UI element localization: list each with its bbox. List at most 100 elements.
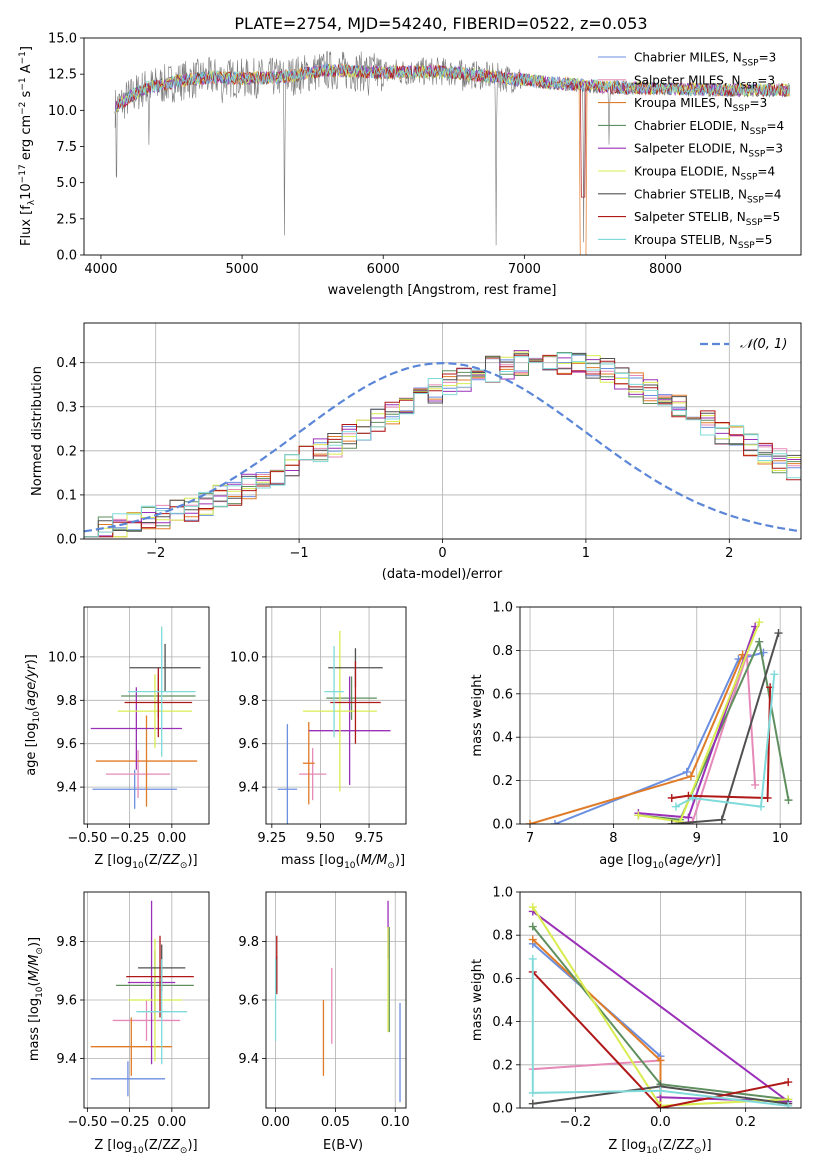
label-part: )]: [395, 853, 405, 868]
y-axis-label: mass [log10(M/M⊙)]: [27, 937, 45, 1061]
label-part: =3: [759, 51, 777, 65]
panel-mw_vs_Z: −0.2 0.0 0.2 0.0 0.2 0.4 0.6 0.8 1.0 mass weight Z…: [470, 886, 802, 1156]
y-tick-label: 9.4: [56, 1052, 77, 1067]
axes-frame: [519, 891, 802, 1109]
axes-frame: [83, 606, 210, 825]
label-part: ⊙: [180, 1146, 188, 1156]
plot-area: [114, 50, 790, 255]
x-tick-label: 0.00: [261, 1115, 290, 1130]
label-part: M/M: [27, 955, 42, 982]
x-axis-label: (data-model)/error: [382, 567, 503, 582]
label-part: (Z/Z: [144, 853, 171, 868]
label-part: Kroupa ELODIE, N: [634, 165, 741, 179]
label-part: ⊙: [694, 1146, 702, 1156]
y-tick-label: 0.6: [492, 972, 513, 987]
y-axis-label: Normed distribution: [30, 366, 45, 496]
plus-marker: [774, 629, 783, 638]
y-tick-label: 9.6: [56, 994, 77, 1009]
label-part: SSP: [738, 241, 755, 251]
x-tick-label: −0.25: [110, 1115, 150, 1130]
label-part: 10: [652, 861, 664, 871]
y-axis-label: Flux [fλ10−17 erg cm−2 s−1 A−1]: [18, 46, 37, 246]
x-tick-label: 4000: [84, 262, 117, 277]
label-part: Z [log: [94, 1138, 132, 1153]
x-tick-label: −0.25: [110, 831, 150, 846]
label-part: =3: [750, 96, 768, 110]
plot-area: [277, 630, 391, 824]
legend-entry: Chabrier ELODIE, NSSP=4: [634, 119, 784, 137]
x-tick-label: 0.05: [321, 1115, 350, 1130]
x-axis-label: Z [log10(Z/ZZ⊙)]: [608, 1138, 711, 1156]
y-tick-label: 0.3: [56, 400, 77, 415]
x-tick-label: −1: [290, 546, 309, 561]
plus-marker: [784, 1078, 793, 1087]
y-tick-label: 10.0: [48, 104, 77, 119]
axes-frame: [265, 891, 407, 1109]
panel-residuals: −2 −1 0 1 2 0.0 0.1 0.2 0.3 0.4 𝒩(0, 1) (data-model…: [30, 322, 802, 582]
plus-marker: [763, 793, 772, 802]
label-part: Z [log: [608, 1138, 646, 1153]
y-tick-label: 9.4: [56, 781, 77, 796]
y-tick-label: 9.8: [238, 694, 259, 709]
plus-marker: [656, 1056, 665, 1065]
y-tick-label: 1.0: [492, 886, 513, 901]
label-part: A: [19, 64, 34, 77]
label-part: =5: [763, 210, 781, 224]
label-part: =3: [757, 73, 775, 87]
plot-area: [90, 900, 194, 1097]
model-spectrum-line: [114, 63, 790, 114]
plot-area: [274, 900, 401, 1103]
label-part: 10: [32, 711, 42, 723]
x-tick-label: 6000: [367, 262, 400, 277]
y-tick-label: 0.0: [56, 533, 77, 548]
y-tick-label: 9.8: [56, 935, 77, 950]
mass-weight-line: [638, 621, 761, 823]
label-part: 10: [344, 861, 356, 871]
plus-marker: [528, 935, 537, 944]
x-tick-label: 0.00: [157, 1115, 186, 1130]
x-axis-label: E(B-V): [323, 1138, 363, 1153]
x-tick-label: 0.00: [157, 831, 186, 846]
x-axis-label: mass [log10(M/M⊙)]: [281, 853, 405, 871]
axes-frame: [83, 37, 802, 256]
label-part: 10: [132, 1146, 144, 1156]
panel-mass_vs_Z: −0.50 −0.25 0.009.49.69.8Z [log10(Z/ZZ⊙)]m…: [27, 891, 210, 1156]
label-part: =4: [764, 187, 782, 201]
x-tick-label: 7: [526, 831, 534, 846]
plus-marker: [656, 1086, 665, 1095]
label-part: 10: [19, 183, 34, 200]
label-part: SSP: [747, 195, 764, 205]
label-part: Z: [684, 1138, 695, 1153]
label-part: Salpeter STELIB, N: [634, 210, 746, 224]
y-tick-label: 9.4: [238, 781, 259, 796]
label-part: Kroupa MILES, N: [634, 96, 733, 110]
plus-marker: [528, 954, 537, 963]
y-axis-label: age [log10(age/yr)]: [24, 654, 42, 776]
label-part: (: [356, 853, 361, 868]
figure-title: PLATE=2754, MJD=54240, FIBERID=0522, z=0…: [234, 14, 647, 33]
plus-marker: [684, 791, 693, 800]
plus-marker: [667, 820, 676, 824]
x-tick-label: 8: [609, 831, 617, 846]
y-tick-label: 0.8: [492, 644, 513, 659]
y-tick-label: 9.8: [56, 694, 77, 709]
panel-age_vs_Z: −0.50 −0.25 0.009.49.69.810.0Z [log10(Z/ZZ…: [24, 606, 210, 871]
x-tick-label: 2: [725, 546, 733, 561]
plus-marker: [686, 772, 695, 781]
plus-marker: [528, 1099, 537, 1108]
legend-entry: Kroupa STELIB, NSSP=5: [634, 233, 772, 251]
plus-marker: [682, 767, 691, 776]
label-part: −2: [18, 102, 28, 115]
axes-frame: [519, 606, 802, 825]
x-tick-label: 7000: [508, 262, 541, 277]
label-part: SSP: [742, 59, 759, 69]
legend-entry: Chabrier MILES, NSSP=3: [634, 51, 776, 69]
x-tick-label: 0.0: [650, 1115, 671, 1130]
label-part: (: [24, 706, 39, 711]
y-tick-label: 0.2: [492, 774, 513, 789]
plus-marker: [755, 618, 764, 627]
y-tick-label: 9.8: [238, 935, 259, 950]
y-tick-label: 0.0: [56, 249, 77, 264]
label-part: Salpeter MILES, N: [634, 73, 741, 87]
